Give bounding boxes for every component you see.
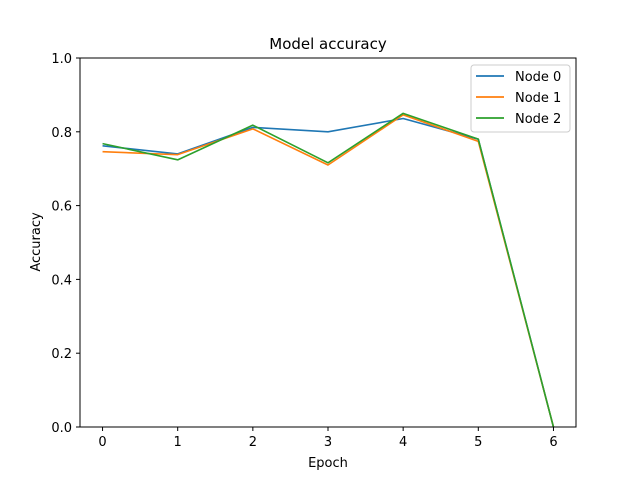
x-tick-label: 1 xyxy=(174,435,182,450)
series-line-node-2 xyxy=(102,112,555,428)
x-tick-label: 3 xyxy=(324,435,332,450)
chart-title: Model accuracy xyxy=(269,35,387,53)
y-tick-label: 0.4 xyxy=(51,273,72,288)
x-axis-ticks: 0 1 2 3 4 5 6 xyxy=(98,427,558,450)
y-tick-label: 1.0 xyxy=(51,52,72,67)
plot-lines xyxy=(102,112,555,428)
x-axis-label: Epoch xyxy=(308,456,348,471)
legend-label-node-2: Node 2 xyxy=(515,112,561,127)
x-tick-label: 5 xyxy=(474,435,482,450)
y-tick-label: 0.0 xyxy=(51,421,72,436)
x-tick-label: 2 xyxy=(249,435,257,450)
legend: Node 0 Node 1 Node 2 xyxy=(470,64,571,133)
legend-box xyxy=(470,64,571,133)
y-axis-ticks: 0.0 0.2 0.4 0.6 0.8 1.0 xyxy=(51,52,80,436)
x-tick-label: 0 xyxy=(98,435,106,450)
legend-label-node-0: Node 0 xyxy=(515,70,561,85)
legend-label-node-1: Node 1 xyxy=(515,91,561,106)
y-tick-label: 0.6 xyxy=(51,200,72,215)
y-tick-label: 0.2 xyxy=(51,347,72,362)
y-tick-label: 0.8 xyxy=(51,126,72,141)
y-axis-label: Accuracy xyxy=(29,212,44,272)
x-tick-label: 4 xyxy=(399,435,407,450)
x-tick-label: 6 xyxy=(549,435,557,450)
